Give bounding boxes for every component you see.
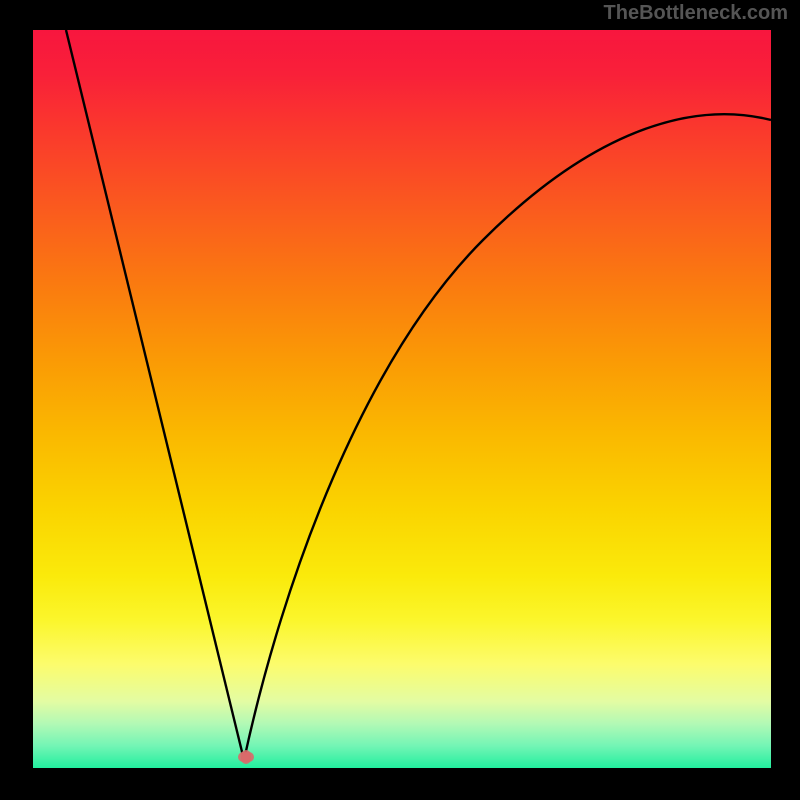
curve-layer [33,30,771,768]
curve-left-branch [66,30,244,760]
minimum-marker [238,750,254,764]
plot-area [33,30,771,768]
chart-container: TheBottleneck.com [0,0,800,800]
watermark-text: TheBottleneck.com [604,2,788,25]
curve-right-branch [244,114,771,760]
